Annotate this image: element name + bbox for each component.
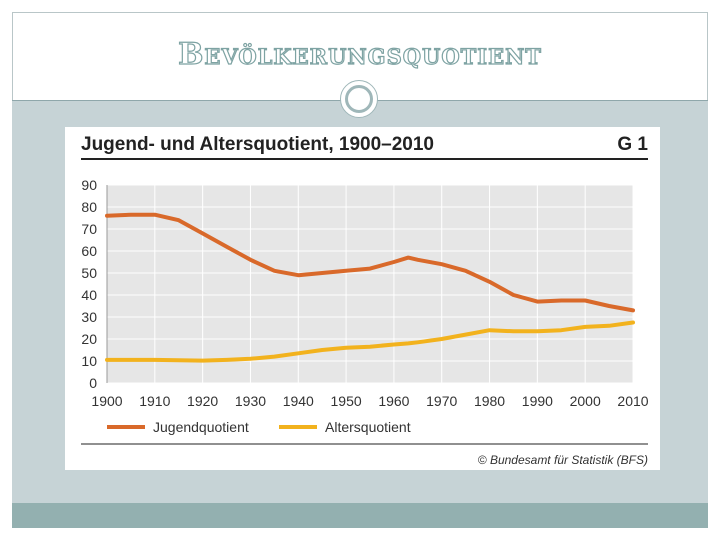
y-tick-label: 60	[81, 243, 97, 259]
x-tick-label: 2010	[617, 393, 648, 409]
chart-title: Jugend- und Altersquotient, 1900–2010	[81, 134, 434, 155]
legend-label: Altersquotient	[325, 419, 411, 435]
series-line-altersquotient	[105, 320, 635, 363]
x-tick-label: 1910	[139, 393, 170, 409]
chart-figure: Jugend- und Altersquotient, 1900–2010 G …	[65, 127, 660, 470]
chart-svg: Jugend- und Altersquotient, 1900–2010 G …	[81, 134, 649, 467]
x-tick-label: 1940	[283, 393, 314, 409]
ring-ornament-inner	[345, 85, 373, 113]
series-line-jugendquotient	[105, 212, 635, 313]
y-tick-label: 80	[81, 199, 97, 215]
x-tick-label: 1980	[474, 393, 505, 409]
x-tick-label: 1950	[331, 393, 362, 409]
y-tick-label: 50	[81, 265, 97, 281]
y-tick-label: 90	[81, 177, 97, 193]
y-tick-label: 10	[81, 353, 97, 369]
y-tick-label: 40	[81, 287, 97, 303]
legend-label: Jugendquotient	[153, 419, 249, 435]
source-note: © Bundesamt für Statistik (BFS)	[478, 453, 648, 467]
x-tick-label: 1990	[522, 393, 553, 409]
x-tick-label: 1970	[426, 393, 457, 409]
series-lines	[105, 212, 635, 363]
x-tick-label: 1920	[187, 393, 218, 409]
legend: Jugendquotient Altersquotient	[107, 419, 411, 435]
y-tick-label: 70	[81, 221, 97, 237]
y-axis-ticks: 0 10 20 30 40 50 60 70 80 90	[81, 177, 97, 391]
slide-title: Bevölkerungsquotient	[177, 36, 542, 72]
x-tick-label: 2000	[570, 393, 601, 409]
x-tick-label: 1960	[378, 393, 409, 409]
y-tick-label: 20	[81, 331, 97, 347]
x-tick-label: 1900	[91, 393, 122, 409]
bottom-band	[12, 503, 708, 528]
x-axis-ticks: 1900 1910 1920 1930 1940 1950 1960 1970 1980 1990…	[91, 393, 648, 409]
x-tick-label: 1930	[235, 393, 266, 409]
y-tick-label: 30	[81, 309, 97, 325]
plot-area	[107, 185, 633, 383]
y-tick-label: 0	[89, 375, 97, 391]
figure-code: G 1	[617, 134, 648, 155]
ring-ornament-icon	[340, 80, 378, 118]
